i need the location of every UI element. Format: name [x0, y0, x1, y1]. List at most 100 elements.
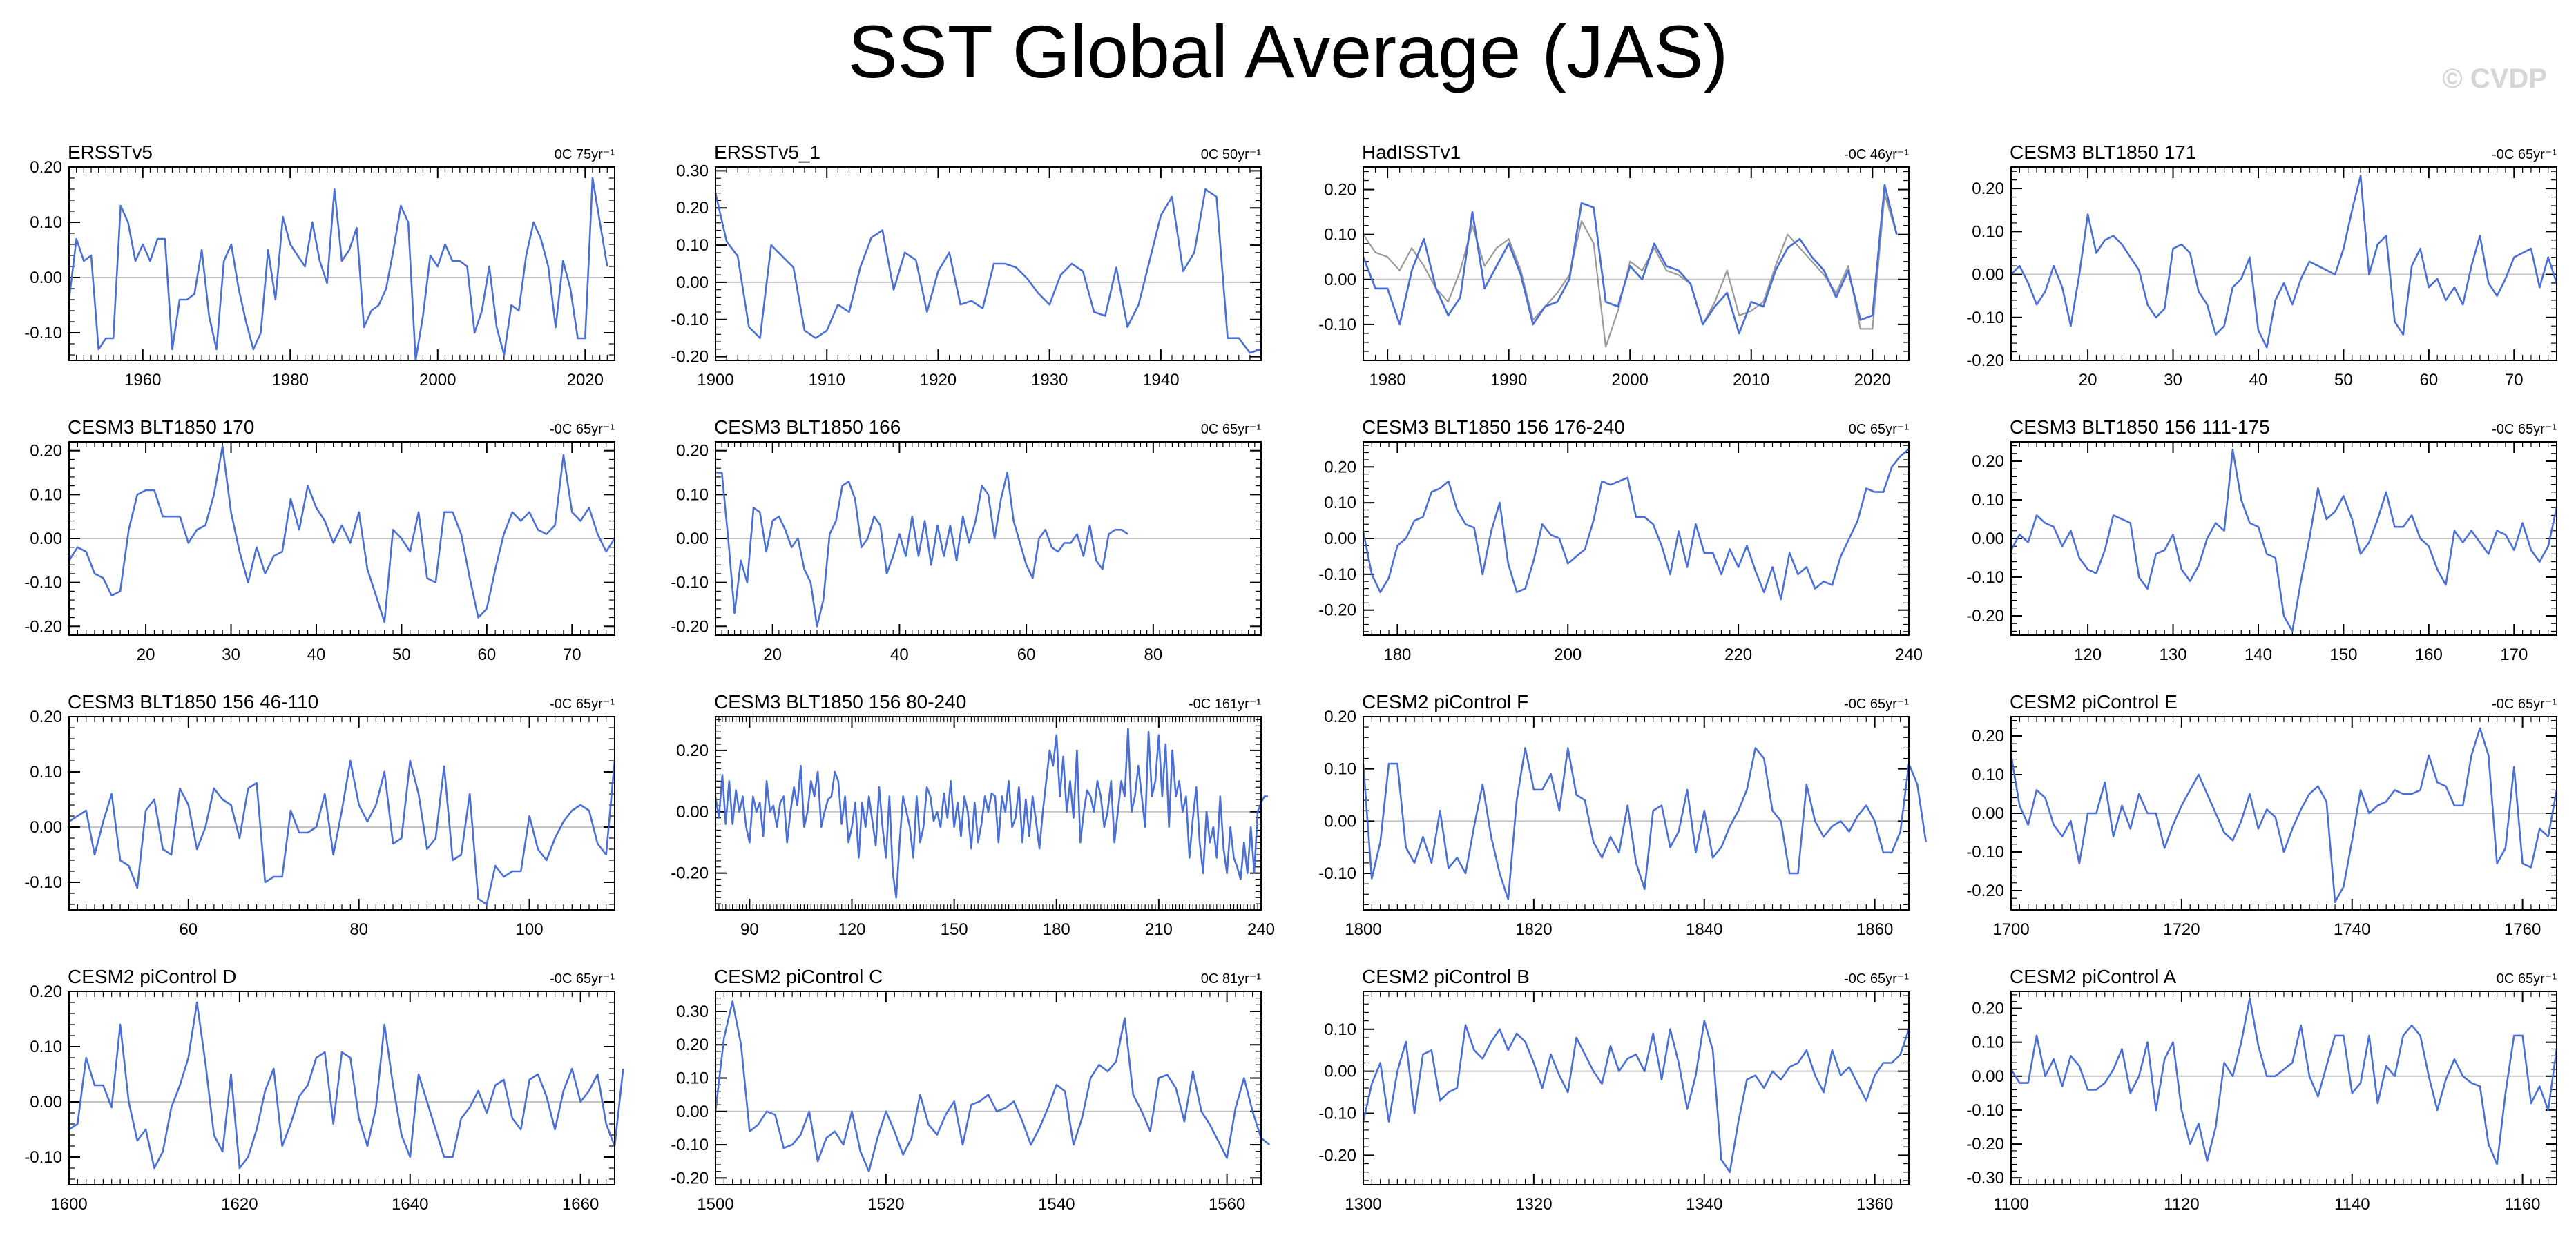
y-tick-label: 0.20	[1324, 708, 1356, 726]
y-tick-label: 0.00	[676, 530, 709, 548]
x-tick-label: 20	[137, 646, 155, 664]
y-tick-label: -0.20	[671, 617, 709, 636]
trend-label: -0C 65yr⁻¹	[550, 971, 615, 987]
plot-frame	[715, 441, 1262, 636]
y-tick-label: -0.10	[1318, 565, 1356, 584]
x-tick-label: 1600	[50, 1195, 87, 1214]
x-tick-label: 20	[2079, 371, 2097, 389]
x-tick-label: 1720	[2163, 920, 2200, 939]
y-tick-label: 0.10	[676, 485, 709, 504]
trend-label: 0C 75yr⁻¹	[555, 147, 615, 162]
x-tick-label: 170	[2500, 646, 2528, 664]
panel-title: CESM3 BLT1850 156 176-240	[1362, 416, 1625, 438]
y-tick-label: 0.00	[676, 273, 709, 292]
panel-7: 180 200 220 240 -0.20 -0.10 0.00 0.10 0.20 CESM3 …	[1318, 416, 1923, 664]
y-tick-label: 0.20	[676, 199, 709, 217]
x-tick-label: 60	[2419, 371, 2438, 389]
y-tick-label: 0.10	[676, 1069, 709, 1088]
y-tick-label: -0.20	[1318, 601, 1356, 620]
y-tick-label: -0.10	[1966, 568, 2004, 587]
y-tick-label: 0.00	[1324, 812, 1356, 831]
plot-frame	[715, 991, 1262, 1185]
series-line	[2010, 997, 2558, 1165]
y-tick-label: 0.00	[1972, 1067, 2004, 1086]
panel-11: 1800 1820 1840 1860 -0.10 0.00 0.10 0.20 CESM2 p…	[1318, 691, 1927, 939]
y-tick-label: 0.20	[676, 741, 709, 760]
trend-label: -0C 161yr⁻¹	[1189, 697, 1261, 712]
x-tick-label: 1940	[1142, 371, 1179, 389]
y-tick-label: -0.10	[1318, 316, 1356, 334]
y-tick-label: 0.10	[1324, 226, 1356, 244]
panel-title: CESM3 BLT1850 156 111-175	[2010, 416, 2270, 438]
y-tick-label: -0.10	[671, 574, 709, 592]
panel-title: CESM2 piControl B	[1362, 966, 1530, 987]
x-tick-label: 2020	[567, 371, 604, 389]
y-tick-label: 0.20	[676, 442, 709, 460]
panel-3: 1980 1990 2000 2010 2020 -0.10 0.00 0.10 0.20 Had…	[1318, 142, 1910, 389]
x-tick-label: 30	[2164, 371, 2182, 389]
series-line-primary	[1362, 184, 1898, 335]
panel-title: CESM2 piControl D	[68, 966, 236, 987]
panel-10: 90 120 150 180 210 240 -0.20 0.00 0.20 CESM3 BLT1…	[671, 691, 1275, 939]
trend-label: -0C 65yr⁻¹	[1844, 971, 1909, 987]
x-tick-label: 1640	[392, 1195, 428, 1214]
x-tick-label: 50	[2334, 371, 2353, 389]
y-tick-label: -0.10	[671, 1136, 709, 1154]
cvdp-watermark: © CVDP	[2442, 64, 2547, 94]
trend-label: -0C 46yr⁻¹	[1844, 147, 1909, 162]
panel-title: CESM2 piControl C	[714, 966, 883, 987]
plot-frame	[2010, 441, 2557, 636]
plot-frame	[2010, 166, 2557, 361]
x-tick-label: 80	[1144, 646, 1162, 664]
x-tick-label: 1740	[2334, 920, 2370, 939]
x-tick-label: 1990	[1490, 371, 1527, 389]
x-tick-label: 60	[1017, 646, 1036, 664]
x-tick-label: 240	[1247, 920, 1275, 939]
y-tick-label: 0.20	[1972, 179, 2004, 198]
x-tick-label: 60	[179, 920, 198, 939]
x-tick-label: 100	[516, 920, 544, 939]
y-tick-label: -0.20	[24, 617, 62, 636]
y-tick-label: 0.20	[30, 158, 62, 177]
trend-label: 0C 81yr⁻¹	[1201, 971, 1262, 987]
y-tick-label: 0.00	[30, 818, 62, 837]
y-tick-label: 0.30	[676, 162, 709, 180]
x-tick-label: 1520	[867, 1195, 904, 1214]
trend-label: -0C 65yr⁻¹	[1844, 697, 1909, 712]
y-tick-label: 0.10	[30, 485, 62, 504]
y-tick-label: 0.20	[1972, 452, 2004, 471]
x-tick-label: 50	[392, 646, 411, 664]
series-line	[1363, 193, 1898, 348]
trend-label: -0C 65yr⁻¹	[2492, 147, 2557, 162]
y-tick-label: 0.10	[30, 213, 62, 232]
x-tick-label: 40	[307, 646, 326, 664]
y-tick-label: 0.00	[30, 269, 62, 287]
x-tick-label: 30	[222, 646, 240, 664]
y-tick-label: -0.20	[671, 1169, 709, 1187]
series-line	[1362, 747, 1927, 901]
y-tick-label: 0.20	[30, 442, 62, 460]
y-tick-label: 0.10	[1324, 760, 1356, 779]
x-tick-label: 1860	[1856, 920, 1893, 939]
y-tick-label: -0.20	[1966, 882, 2004, 900]
y-tick-label: -0.10	[24, 1148, 62, 1167]
trend-label: 0C 65yr⁻¹	[1201, 422, 1262, 437]
panel-title: CESM3 BLT1850 170	[68, 416, 254, 438]
y-tick-label: -0.10	[24, 873, 62, 892]
x-tick-label: 150	[941, 920, 968, 939]
x-tick-label: 180	[1043, 920, 1070, 939]
series-line	[2010, 448, 2558, 632]
y-tick-label: 0.00	[30, 1093, 62, 1112]
plot-frame	[68, 716, 615, 911]
panel-title: CESM3 BLT1850 156 46-110	[68, 691, 318, 712]
y-tick-label: -0.10	[671, 311, 709, 329]
y-tick-label: 0.00	[1972, 804, 2004, 823]
plot-frame	[715, 716, 1262, 911]
series-line	[68, 177, 608, 362]
series-line	[68, 445, 616, 623]
series-line	[714, 188, 1262, 354]
x-tick-label: 70	[2505, 371, 2524, 389]
y-tick-label: 0.10	[1972, 222, 2004, 241]
panel-15: 1300 1320 1340 1360 -0.20 -0.10 0.00 0.10 CESM2 …	[1318, 966, 1910, 1214]
